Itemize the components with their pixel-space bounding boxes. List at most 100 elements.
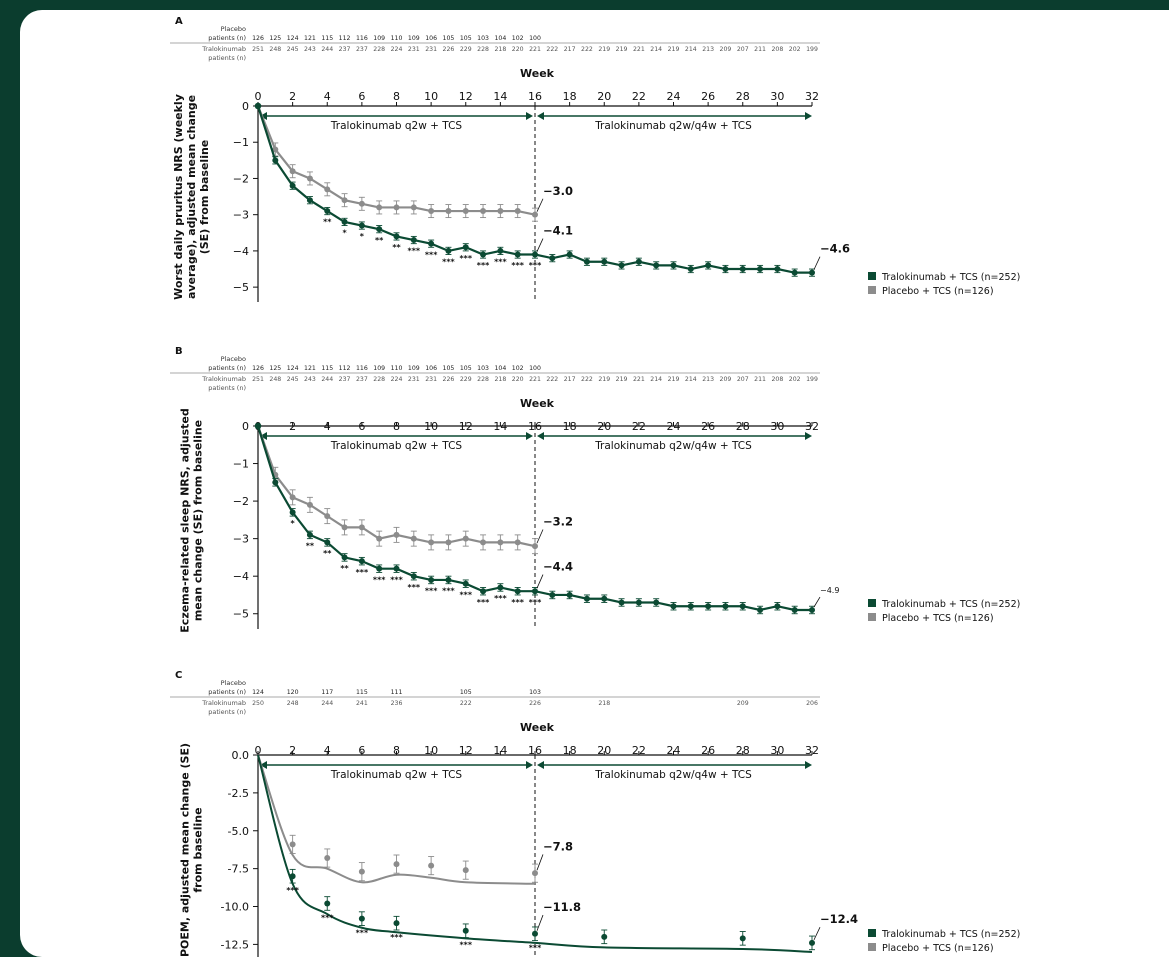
placebo-data-point [428, 208, 435, 215]
placebo-data-point [462, 867, 469, 874]
y-tick-label: −2 [233, 172, 249, 185]
placebo-data-point [324, 186, 331, 193]
significance-marker: ** [323, 549, 332, 558]
tralo-n-value: 214 [685, 46, 697, 53]
tralo-n-value: 236 [391, 700, 403, 707]
y-axis-title: (SE) from baseline [198, 140, 211, 255]
tralo-n-value: 243 [304, 46, 316, 53]
tralo-n-value: 244 [321, 376, 333, 383]
y-axis-title: from baseline [192, 807, 205, 892]
placebo-data-point [514, 208, 521, 215]
x-tick-label: 22 [632, 744, 646, 757]
x-tick-label: 24 [667, 420, 681, 433]
x-tick-label: 16 [528, 744, 542, 757]
placebo-data-point [532, 211, 538, 218]
tralokinumab-data-point [791, 606, 798, 613]
y-tick-label: −4 [233, 245, 249, 258]
tralo-n-value: 226 [443, 376, 455, 383]
x-tick-label: 24 [667, 90, 681, 103]
tralo-n-value: 214 [685, 376, 697, 383]
significance-marker: *** [442, 587, 455, 596]
legend-swatch-placebo [868, 286, 876, 294]
placebo-n-value: 125 [269, 365, 281, 372]
tralokinumab-data-point [358, 222, 365, 229]
placebo-n-value: 110 [391, 365, 403, 372]
tralokinumab-data-point [289, 873, 296, 880]
tralokinumab-data-point [445, 576, 452, 583]
legend-label: Tralokinumab + TCS (n=252) [881, 599, 1020, 610]
tralokinumab-data-point [653, 599, 660, 606]
tralokinumab-data-point [272, 157, 279, 164]
x-tick-label: 14 [493, 744, 507, 757]
x-tick-label: 8 [393, 420, 400, 433]
placebo-data-point [376, 535, 383, 542]
x-tick-label: 2 [289, 90, 296, 103]
legend-label: Placebo + TCS (n=126) [882, 943, 994, 954]
tralokinumab-data-point [549, 591, 556, 598]
tralo-n-value: 237 [339, 46, 351, 53]
placebo-n-value: 109 [408, 365, 420, 372]
tralokinumab-data-point [722, 603, 729, 610]
placebo-data-point [445, 208, 452, 215]
placebo-data-point [532, 543, 538, 550]
tralokinumab-data-point [462, 580, 469, 587]
tralo-n-label: Tralokinumab [201, 699, 246, 707]
placebo-n-value: 112 [339, 365, 351, 372]
placebo-n-value: 105 [460, 365, 472, 372]
x-tick-label: 4 [324, 744, 331, 757]
x-tick-label: 20 [597, 744, 611, 757]
significance-marker: *** [286, 886, 299, 895]
y-tick-label: −2 [233, 495, 249, 508]
y-axis-title: average), adjusted mean change [185, 95, 198, 299]
placebo-data-point [532, 870, 538, 877]
tralo-n-label: Tralokinumab [201, 45, 246, 53]
annotation-leader [813, 596, 821, 608]
placebo-data-point [428, 862, 435, 869]
tralokinumab-data-point [272, 479, 279, 486]
tralo-n-value: 221 [633, 46, 645, 53]
x-tick-label: 2 [289, 420, 296, 433]
tralo-n-label: patients (n) [208, 384, 246, 392]
tralokinumab-data-point [410, 237, 417, 244]
tralokinumab-data-point [566, 591, 573, 598]
tralokinumab-data-point [532, 930, 538, 937]
placebo-n-value: 105 [460, 35, 472, 42]
significance-marker: *** [321, 913, 334, 922]
legend-swatch-tralokinumab [868, 272, 876, 280]
tralo-n-value: 217 [564, 46, 576, 53]
tralo-n-value: 245 [287, 46, 299, 53]
tralokinumab-data-point [635, 258, 642, 265]
x-tick-label: 28 [736, 90, 750, 103]
tralo-n-value: 206 [806, 700, 818, 707]
x-tick-label: 16 [528, 90, 542, 103]
placebo-n-value: 116 [356, 365, 368, 372]
annotation-value: −12.4 [820, 912, 858, 926]
placebo-data-point [289, 841, 296, 848]
placebo-n-label: patients (n) [208, 688, 246, 696]
x-tick-label: 10 [424, 90, 438, 103]
tralokinumab-data-point [445, 247, 452, 254]
placebo-data-point [289, 168, 296, 175]
tralo-n-value: 209 [720, 46, 732, 53]
placebo-data-point [462, 535, 469, 542]
y-tick-label: −1 [233, 458, 249, 471]
significance-marker: ** [306, 542, 315, 551]
placebo-n-value: 117 [321, 689, 333, 696]
placebo-n-value: 124 [287, 365, 299, 372]
tralo-n-value: 219 [616, 376, 628, 383]
y-tick-label: -10.0 [221, 901, 249, 914]
tralokinumab-data-point [687, 603, 694, 610]
tralo-n-value: 207 [737, 376, 749, 383]
legend-label: Tralokinumab + TCS (n=252) [881, 272, 1020, 283]
placebo-data-point [393, 531, 400, 538]
tralokinumab-data-point [324, 900, 331, 907]
tralokinumab-data-point [497, 247, 504, 254]
x-tick-label: 22 [632, 420, 646, 433]
placebo-data-point [480, 208, 487, 215]
placebo-data-point [272, 146, 279, 153]
x-tick-label: 20 [597, 420, 611, 433]
tralokinumab-data-point [809, 606, 815, 613]
x-tick-label: 28 [736, 420, 750, 433]
tralokinumab-data-point [462, 927, 469, 934]
arm-arrow-left-head-left [260, 761, 267, 769]
